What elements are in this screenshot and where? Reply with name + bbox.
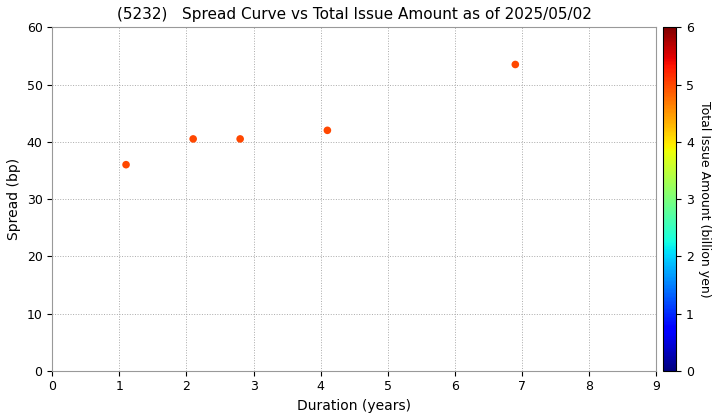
Y-axis label: Total Issue Amount (billion yen): Total Issue Amount (billion yen) [698,101,711,297]
X-axis label: Duration (years): Duration (years) [297,399,411,413]
Point [510,61,521,68]
Title: (5232)   Spread Curve vs Total Issue Amount as of 2025/05/02: (5232) Spread Curve vs Total Issue Amoun… [117,7,592,22]
Point [235,136,246,142]
Point [322,127,333,134]
Point [120,161,132,168]
Y-axis label: Spread (bp): Spread (bp) [7,158,21,240]
Point [187,136,199,142]
